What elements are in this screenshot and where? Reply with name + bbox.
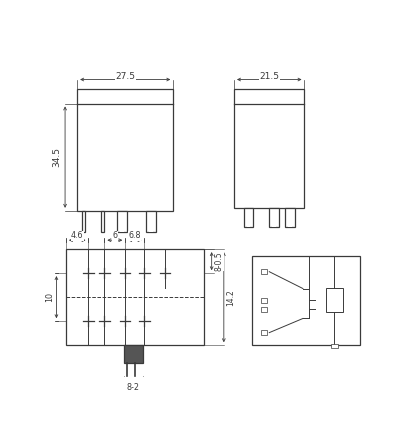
Bar	[234, 89, 304, 208]
Bar	[252, 255, 361, 345]
Text: 21.5: 21.5	[259, 72, 279, 81]
Bar	[120, 223, 124, 231]
Text: 10: 10	[45, 292, 55, 302]
Bar	[261, 307, 267, 312]
Bar	[247, 219, 250, 227]
Bar	[117, 211, 127, 231]
Bar	[101, 211, 104, 231]
Text: 34.5: 34.5	[52, 147, 62, 167]
Bar	[82, 211, 85, 231]
Bar	[261, 330, 267, 335]
Bar	[285, 208, 295, 227]
Bar	[146, 211, 156, 231]
Text: 8-0.5: 8-0.5	[214, 252, 223, 271]
Bar	[149, 223, 153, 231]
Text: 27.5: 27.5	[115, 72, 135, 81]
Bar	[269, 208, 279, 227]
Text: 8-2: 8-2	[127, 383, 140, 392]
Bar	[123, 345, 143, 363]
Text: 6.8: 6.8	[128, 231, 141, 240]
Bar	[244, 208, 253, 227]
Bar	[326, 289, 343, 312]
Bar	[331, 344, 338, 348]
Text: 6: 6	[112, 231, 117, 240]
Bar	[77, 89, 173, 211]
Bar	[272, 219, 276, 227]
Bar	[261, 269, 267, 274]
Bar	[66, 249, 204, 345]
Bar	[288, 219, 292, 227]
Bar	[261, 298, 267, 303]
Text: 4.6: 4.6	[71, 231, 83, 240]
Text: 14.2: 14.2	[226, 289, 235, 306]
